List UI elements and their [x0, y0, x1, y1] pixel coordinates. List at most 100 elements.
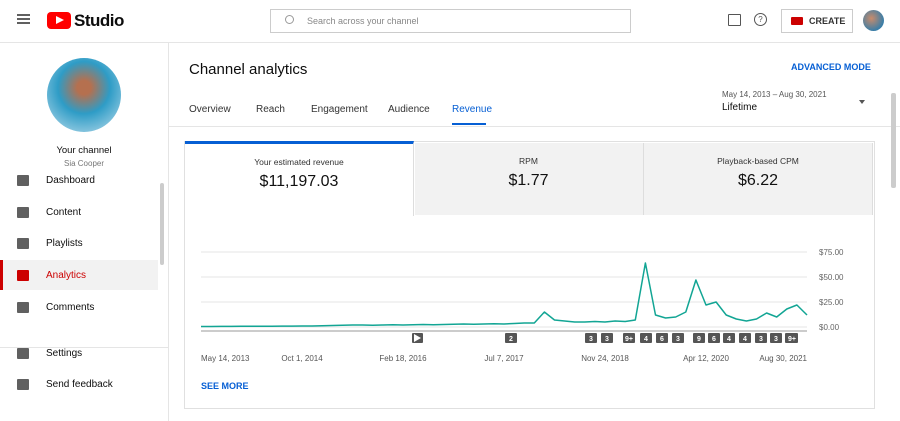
y-tick-label: $25.00: [819, 298, 844, 307]
annotation-label: 9: [697, 336, 701, 343]
divider: [0, 347, 168, 348]
y-tick-label: $0.00: [819, 323, 840, 332]
nav-icon: [17, 378, 29, 390]
x-tick-label: Feb 18, 2016: [379, 354, 427, 363]
nav-icon: [17, 206, 29, 218]
metric-label: Your estimated revenue: [254, 157, 344, 167]
annotation-label: 3: [589, 336, 593, 343]
nav-item[interactable]: Analytics: [0, 260, 158, 290]
nav-label: Comments: [46, 301, 95, 313]
y-tick-label: $75.00: [819, 248, 844, 257]
channel-avatar: [47, 58, 121, 132]
metric-value: $11,197.03: [259, 173, 339, 190]
create-label: CREATE: [809, 16, 846, 26]
tab-underline: [452, 123, 486, 125]
scrollbar: [160, 183, 164, 265]
see-more[interactable]: SEE MORE: [201, 381, 249, 391]
search-placeholder: Search across your channel: [307, 16, 419, 26]
advanced-mode[interactable]: ADVANCED MODE: [791, 62, 871, 72]
annotation-badge: [505, 333, 517, 343]
annotation-badge: [708, 333, 720, 343]
play-marker-icon: [414, 334, 421, 342]
tab[interactable]: Reach: [256, 104, 285, 115]
tab[interactable]: Overview: [189, 104, 231, 115]
nav-label: Send feedback: [46, 378, 113, 390]
nav-item[interactable]: Dashboard: [0, 165, 158, 195]
channel-title: Your channel: [56, 145, 112, 156]
annotation-label: 6: [660, 336, 664, 343]
y-tick-label: $50.00: [819, 273, 844, 282]
x-tick-label: Apr 12, 2020: [683, 354, 729, 363]
metric-card[interactable]: Playback-based CPM $6.22: [644, 143, 873, 215]
create-button[interactable]: CREATE: [781, 9, 853, 33]
x-tick-label: Oct 1, 2014: [281, 354, 323, 363]
annotation-label: 3: [774, 336, 778, 343]
period[interactable]: Lifetime: [722, 102, 758, 113]
annotation-label: 4: [727, 336, 731, 343]
annotation-label: 4: [644, 336, 648, 343]
metric-value: $6.22: [737, 172, 779, 189]
date-range: May 14, 2013 – Aug 30, 2021: [722, 90, 827, 99]
nav-item[interactable]: Comments: [0, 292, 158, 322]
nav-item[interactable]: Playlists: [0, 228, 158, 258]
nav-item[interactable]: Send feedback: [0, 369, 158, 399]
top-bar: Studio Search across your channel ? CREA…: [0, 0, 900, 43]
annotation-label: 9+: [788, 336, 796, 343]
annotation-badge: [672, 333, 684, 343]
tab[interactable]: Audience: [388, 104, 430, 115]
annotation-label: 2: [509, 336, 513, 343]
channel-name: Sia Cooper: [63, 159, 105, 168]
dropdown-arrow[interactable]: [859, 100, 865, 104]
annotation-badge: [770, 333, 782, 343]
annotation-label: 9+: [625, 336, 633, 343]
nav-item[interactable]: Content: [0, 197, 158, 227]
tab[interactable]: Revenue: [452, 104, 493, 115]
nav-icon: [17, 174, 29, 186]
annotation-label: 4: [743, 336, 747, 343]
help-icon[interactable]: ?: [754, 13, 767, 26]
nav-label: Analytics: [46, 269, 87, 281]
annotation-badge: [693, 333, 705, 343]
metric-label: RPM: [519, 156, 538, 166]
metric-card[interactable]: RPM $1.77: [414, 143, 644, 215]
annotation-badge: [585, 333, 597, 343]
nav-item[interactable]: Settings: [0, 338, 158, 368]
annotation-badge: [739, 333, 751, 343]
annotation-badge: [786, 333, 798, 343]
page-title: Channel analytics: [189, 61, 308, 78]
nav-label: Settings: [46, 347, 83, 359]
metric-card[interactable]: Your estimated revenue $11,197.03: [185, 141, 414, 216]
annotation-badge: [755, 333, 767, 343]
annotation-badge: [623, 333, 635, 343]
menu-button[interactable]: [17, 14, 30, 16]
account-avatar[interactable]: [863, 10, 884, 31]
search-box[interactable]: Search across your channel: [270, 9, 631, 33]
scrollbar: [891, 93, 896, 188]
divider: [169, 126, 900, 127]
logo-play: [56, 16, 64, 24]
nav-icon: [17, 301, 29, 313]
tab[interactable]: Engagement: [311, 104, 368, 115]
annotation-label: 3: [605, 336, 609, 343]
messages-icon[interactable]: [728, 14, 741, 26]
annotation-label: 6: [712, 336, 716, 343]
x-tick-label: Nov 24, 2018: [581, 354, 629, 363]
metric-value: $1.77: [508, 172, 549, 189]
nav-icon: [17, 347, 29, 359]
x-tick-label: May 14, 2013: [201, 354, 250, 363]
annotation-badge: [640, 333, 652, 343]
annotation-badge: [601, 333, 613, 343]
x-tick-label: Jul 7, 2017: [484, 354, 524, 363]
nav-icon: [17, 237, 29, 249]
metric-label: Playback-based CPM: [717, 156, 799, 166]
sidebar: Your channel Sia Cooper Dashboard Content…: [0, 43, 169, 421]
logo-text[interactable]: Studio: [74, 11, 124, 30]
nav-label: Content: [46, 206, 82, 218]
revenue-line: [201, 262, 808, 328]
x-tick-label: Aug 30, 2021: [759, 354, 807, 363]
nav-icon: [17, 269, 29, 281]
annotation-badge: [656, 333, 668, 343]
annotation-label: 3: [676, 336, 680, 343]
